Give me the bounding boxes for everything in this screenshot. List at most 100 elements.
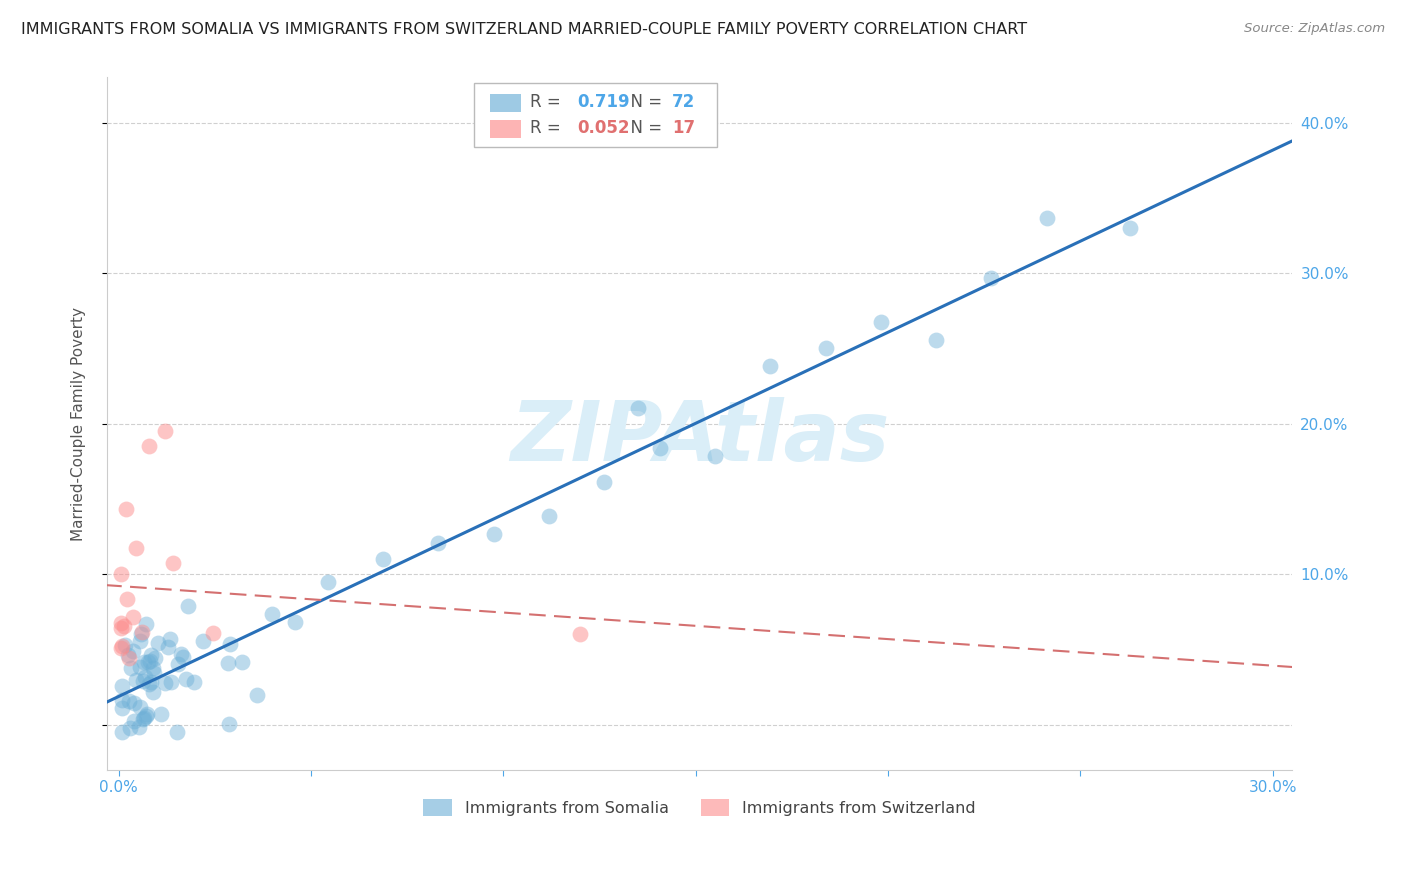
Point [153,424,176,438]
Point [162,556,184,570]
Point [131,625,153,640]
Point [153,676,176,690]
Point [110,616,132,631]
Point [111,693,134,707]
Point [136,656,159,670]
Point [159,632,181,646]
Point [482,527,505,541]
Point [218,637,240,651]
Point [138,677,160,691]
FancyBboxPatch shape [489,94,520,112]
Point [118,694,141,708]
Point [110,621,132,635]
Text: ZIPAtlas: ZIPAtlas [510,397,889,478]
Point [157,640,180,655]
Y-axis label: Married-Couple Family Poverty: Married-Couple Family Poverty [72,307,86,541]
Point [132,713,155,727]
Point [217,657,239,671]
Point [201,626,224,640]
Point [191,634,214,648]
Point [111,725,134,739]
Point [120,661,142,675]
Point [115,501,138,516]
Text: 17: 17 [672,120,696,137]
Point [114,638,136,652]
Point [172,649,194,664]
Point [146,635,169,649]
Point [142,661,165,675]
Point [569,627,592,641]
Point [117,592,139,607]
Point [262,607,284,621]
Point [177,599,200,613]
FancyBboxPatch shape [489,120,520,138]
Text: IMMIGRANTS FROM SOMALIA VS IMMIGRANTS FROM SWITZERLAND MARRIED-COUPLE FAMILY POV: IMMIGRANTS FROM SOMALIA VS IMMIGRANTS FR… [21,22,1028,37]
Point [143,651,166,665]
Text: 0.052: 0.052 [578,120,630,137]
Point [112,619,135,633]
Point [174,672,197,686]
Point [111,640,134,654]
Point [117,648,139,663]
Point [122,696,145,710]
Point [167,657,190,672]
Point [139,654,162,668]
Point [814,341,837,355]
Point [139,648,162,662]
Point [980,271,1002,285]
Point [129,634,152,648]
Point [139,675,162,690]
Point [118,721,141,735]
Point [316,574,339,589]
Point [648,442,671,456]
Point [110,567,132,582]
Point [160,674,183,689]
Point [132,655,155,669]
Point [125,673,148,688]
Legend: Immigrants from Somalia, Immigrants from Switzerland: Immigrants from Somalia, Immigrants from… [415,791,984,824]
Point [925,333,948,347]
Point [627,401,650,416]
Point [246,688,269,702]
Point [427,536,450,550]
FancyBboxPatch shape [474,83,717,146]
Point [132,673,155,688]
Text: R =: R = [530,94,567,112]
Point [118,650,141,665]
Point [110,640,132,655]
Point [218,716,240,731]
Point [111,679,134,693]
Text: 0.719: 0.719 [578,94,630,112]
Point [183,675,205,690]
Point [149,707,172,722]
Point [142,685,165,699]
Point [166,725,188,739]
Point [759,359,782,373]
Point [170,647,193,661]
Point [143,666,166,681]
Point [593,475,616,490]
Point [124,714,146,728]
Point [128,720,150,734]
Point [136,707,159,722]
Point [134,711,156,725]
Point [231,655,253,669]
Point [135,709,157,723]
Text: N =: N = [620,120,668,137]
Point [122,644,145,658]
Point [135,616,157,631]
Text: Source: ZipAtlas.com: Source: ZipAtlas.com [1244,22,1385,36]
Point [138,439,160,453]
Point [1035,211,1057,225]
Point [111,701,134,715]
Point [122,610,145,624]
Point [537,508,560,523]
Point [703,449,725,463]
Point [869,315,891,329]
Point [371,551,394,566]
Point [125,541,148,556]
Text: N =: N = [620,94,668,112]
Point [1119,221,1142,235]
Point [134,670,156,684]
Point [129,626,152,640]
